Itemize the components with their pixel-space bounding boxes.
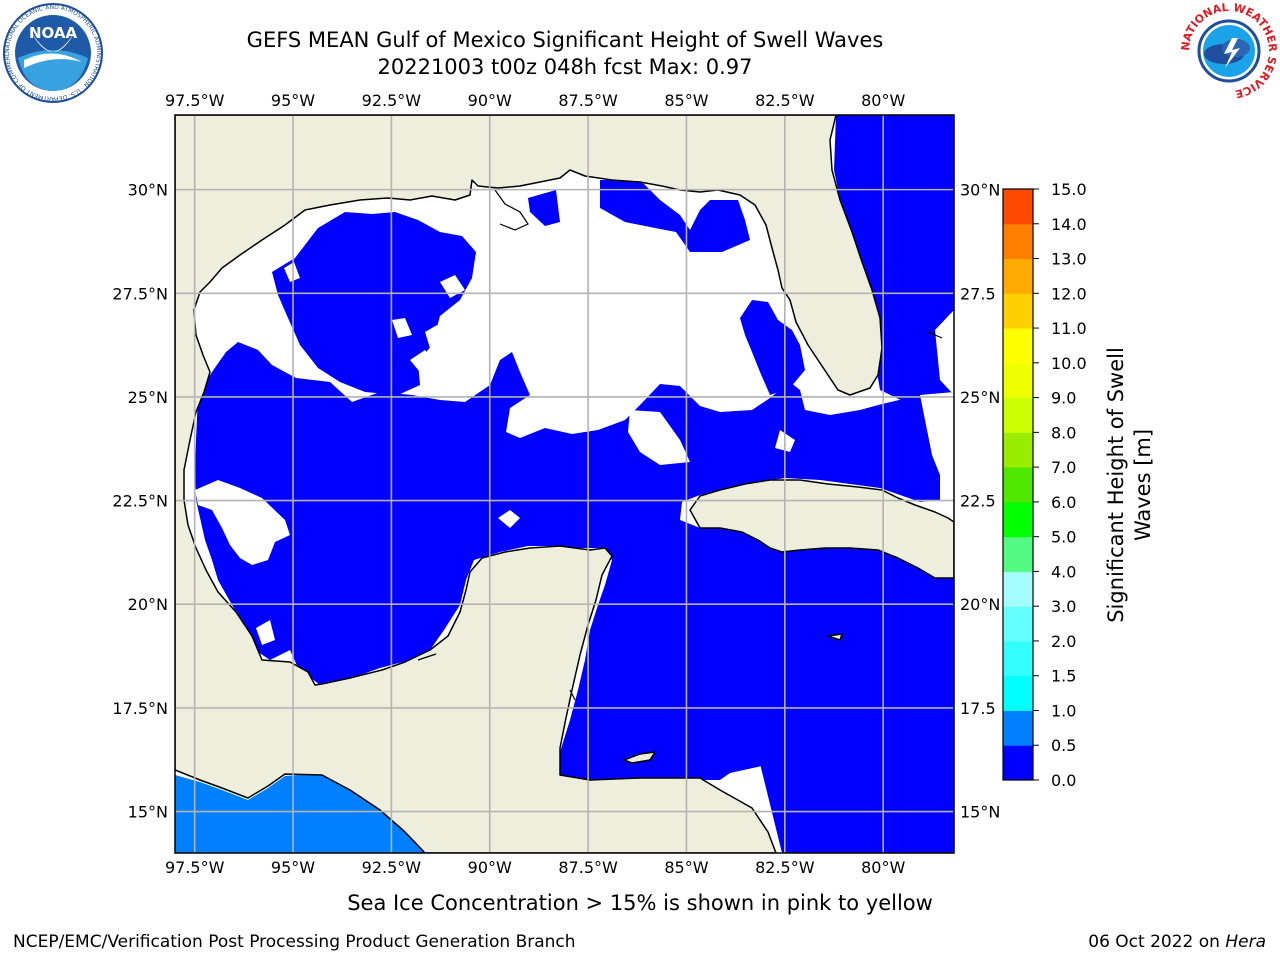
colorbar-tick-label: 8.0: [1051, 423, 1076, 442]
colorbar-tick-label: 2.0: [1051, 632, 1076, 651]
lat-tick-right: 17.5: [960, 699, 996, 718]
lat-tick-left: 25°N: [128, 388, 168, 407]
colorbar-segment: [1003, 189, 1033, 225]
lon-tick-bottom: 82.5°W: [755, 858, 815, 877]
lat-tick-right: 20°N: [960, 595, 1000, 614]
lat-ticks-left: 30°N 27.5°N 25°N 22.5°N 20°N 17.5°N 15°N: [112, 181, 168, 822]
colorbar-segment: [1003, 397, 1033, 433]
lon-tick-bottom: 85°W: [664, 858, 708, 877]
colorbar-segment: [1003, 536, 1033, 572]
colorbar-tick-label: 12.0: [1051, 284, 1087, 303]
lat-ticks-right: 30°N 27.5 25°N 22.5 20°N 17.5 15°N: [960, 181, 1000, 822]
colorbar-tick-label: 14.0: [1051, 215, 1087, 234]
lat-tick-right: 22.5: [960, 492, 996, 511]
colorbar-segment: [1003, 571, 1033, 607]
credit-left: NCEP/EMC/Verification Post Processing Pr…: [13, 932, 576, 952]
colorbar-tick-label: 1.0: [1051, 701, 1076, 720]
lon-tick-bottom: 95°W: [271, 858, 315, 877]
lon-tick-top: 97.5°W: [165, 91, 225, 110]
colorbar-segment: [1003, 710, 1033, 746]
colorbar-segment: [1003, 640, 1033, 677]
nws-logo: NATIONAL WEATHER SERVICE: [1180, 2, 1278, 100]
credit-date: 06 Oct 2022 on: [1088, 932, 1226, 952]
lon-tick-top: 95°W: [271, 91, 315, 110]
land-masses: [175, 115, 954, 853]
lat-tick-left: 22.5°N: [112, 492, 168, 511]
colorbar-segment: [1003, 293, 1033, 329]
lon-tick-top: 90°W: [468, 91, 512, 110]
colorbar-tick-label: 13.0: [1051, 250, 1087, 269]
colorbar-tick-label: 1.5: [1051, 667, 1076, 686]
colorbar: [1002, 188, 1034, 781]
map-frame: [174, 114, 955, 854]
gridlines: [175, 115, 954, 853]
lon-ticks-top: 97.5°W 95°W 92.5°W 90°W 87.5°W 85°W 82.5°W 80°W: [165, 91, 906, 110]
lat-tick-left: 20°N: [128, 595, 168, 614]
lat-tick-left: 15°N: [128, 803, 168, 822]
lon-tick-bottom: 87.5°W: [558, 858, 618, 877]
colorbar-segment: [1003, 432, 1033, 468]
lat-tick-right: 25°N: [960, 388, 1000, 407]
lon-ticks-bottom: 97.5°W 95°W 92.5°W 90°W 87.5°W 85°W 82.5°W 80°W: [165, 858, 906, 877]
sea-ice-note: Sea Ice Concentration > 15% is shown in …: [347, 891, 933, 915]
swell-field-0.5-1.0: [175, 773, 425, 853]
colorbar-segment: [1003, 328, 1033, 364]
credit-machine: Hera: [1225, 932, 1266, 952]
lon-tick-top: 82.5°W: [755, 91, 815, 110]
colorbar-tick-label: 6.0: [1051, 493, 1076, 512]
credit-right: 06 Oct 2022 on Hera: [1088, 932, 1266, 952]
chart-subtitle: 20221003 t00z 048h fcst Max: 0.97: [377, 55, 753, 79]
lat-tick-right: 30°N: [960, 181, 1000, 200]
colorbar-tick-label: 11.0: [1051, 319, 1087, 338]
colorbar-label-line1: Significant Height of Swell: [1104, 347, 1128, 623]
lat-tick-left: 27.5°N: [112, 284, 168, 303]
coastline-details: [417, 189, 943, 701]
lon-tick-bottom: 92.5°W: [362, 858, 422, 877]
colorbar-segment: [1003, 467, 1033, 503]
noaa-wordmark: NOAA: [29, 24, 78, 42]
colorbar-tick-label: 5.0: [1051, 528, 1076, 547]
lon-tick-top: 87.5°W: [558, 91, 618, 110]
colorbar-segment: [1003, 501, 1033, 538]
colorbar-tick-label: 0.0: [1051, 771, 1076, 790]
colorbar-tick-label: 9.0: [1051, 389, 1076, 408]
lon-tick-top: 80°W: [861, 91, 905, 110]
colorbar-frame: [1002, 188, 1034, 781]
chart-title: GEFS MEAN Gulf of Mexico Significant Hei…: [246, 28, 884, 52]
lon-tick-top: 85°W: [664, 91, 708, 110]
lat-tick-left: 30°N: [128, 181, 168, 200]
lon-tick-bottom: 90°W: [468, 858, 512, 877]
colorbar-segment: [1003, 258, 1033, 294]
noaa-logo: NOAA NATIONAL OCEANIC AND ATMOSPHERIC AD…: [2, 2, 103, 103]
lat-tick-right: 15°N: [960, 803, 1000, 822]
lat-tick-left: 17.5°N: [112, 699, 168, 718]
map-area: [175, 115, 954, 853]
lat-tick-right: 27.5: [960, 284, 996, 303]
colorbar-segment: [1003, 606, 1033, 642]
lon-tick-top: 92.5°W: [362, 91, 422, 110]
swell-field-holes: [195, 262, 954, 645]
lon-tick-bottom: 80°W: [861, 858, 905, 877]
lon-tick-bottom: 97.5°W: [165, 858, 225, 877]
colorbar-segment: [1003, 223, 1033, 260]
colorbar-tick-label: 3.0: [1051, 597, 1076, 616]
colorbar-tick-label: 15.0: [1051, 180, 1087, 199]
colorbar-tick-label: 10.0: [1051, 354, 1087, 373]
colorbar-ticks: 0.0 0.5 1.0 1.5 2.0 3.0 4.0 5.0 6.0 7.0 8.0 9.0 10.0…: [1033, 180, 1087, 790]
colorbar-tick-label: 7.0: [1051, 458, 1076, 477]
colorbar-segment: [1003, 675, 1033, 711]
colorbar-tick-label: 0.5: [1051, 736, 1076, 755]
colorbar-segment: [1003, 745, 1033, 781]
colorbar-label-line2: Waves [m]: [1131, 429, 1155, 541]
colorbar-tick-label: 4.0: [1051, 562, 1076, 581]
swell-field-0-0.5: [195, 115, 954, 853]
colorbar-segment: [1003, 362, 1033, 399]
